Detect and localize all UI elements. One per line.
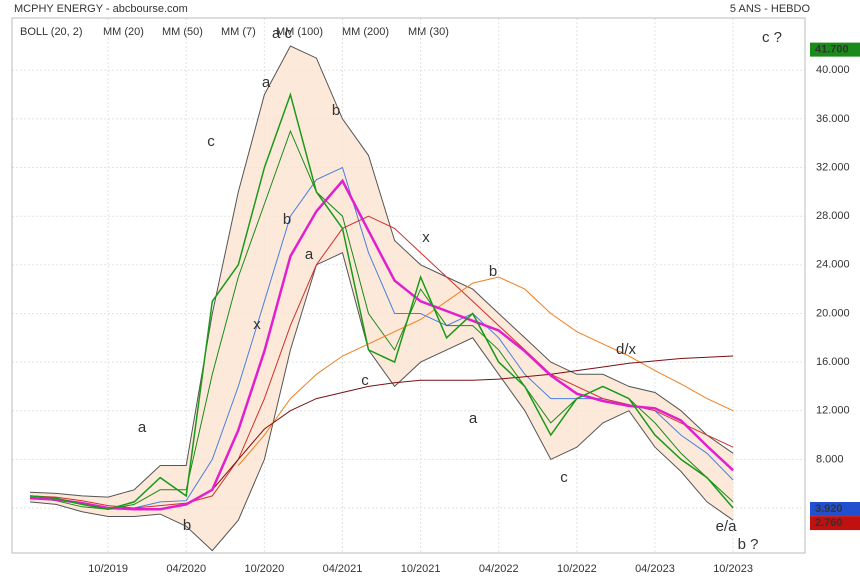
y-tick-label: 20.000 bbox=[816, 307, 850, 319]
x-tick-label: 10/2022 bbox=[557, 563, 597, 575]
y-tick-label: 36.000 bbox=[816, 113, 850, 125]
wave-label: a c bbox=[272, 25, 293, 42]
x-tick-label: 04/2022 bbox=[479, 563, 519, 575]
y-tick-label: 12.000 bbox=[816, 405, 850, 417]
axes: 4.0008.00012.00016.00020.00024.00028.000… bbox=[88, 25, 860, 575]
y-tick-label: 24.000 bbox=[816, 259, 850, 271]
x-tick-label: 04/2023 bbox=[635, 563, 675, 575]
wave-label: x bbox=[422, 229, 430, 246]
price-label-box bbox=[810, 42, 860, 57]
x-tick-label: 10/2021 bbox=[401, 563, 441, 575]
legend-entry: MM (30) bbox=[408, 26, 449, 38]
y-tick-label: 32.000 bbox=[816, 161, 850, 173]
plot bbox=[29, 45, 734, 552]
y-tick-label: 8.000 bbox=[816, 453, 844, 465]
legend-entry: MM (100) bbox=[276, 26, 323, 38]
wave-label: a bbox=[305, 246, 314, 263]
chart-title: MCPHY ENERGY - abcbourse.com bbox=[14, 3, 188, 15]
plot-frame bbox=[11, 17, 806, 554]
bollinger-lower bbox=[29, 251, 734, 552]
legend: BOLL (20, 2) MM (20) MM (50) MM (7) MM (100)… bbox=[20, 26, 449, 38]
legend-entry: MM (200) bbox=[342, 26, 389, 38]
legend-entry: MM (50) bbox=[162, 26, 203, 38]
bollinger-band bbox=[30, 45, 734, 551]
legend-entry: MM (20) bbox=[103, 26, 144, 38]
bollinger-upper bbox=[29, 45, 734, 498]
price-line bbox=[29, 92, 734, 510]
wave-label: b bbox=[332, 102, 340, 119]
wave-label: b bbox=[489, 263, 497, 280]
price-label: 41.700 bbox=[815, 44, 849, 56]
x-tick-label: 04/2020 bbox=[166, 563, 206, 575]
moving-average bbox=[237, 276, 734, 466]
wave-label: b bbox=[183, 517, 191, 534]
wave-label: a bbox=[138, 419, 147, 436]
wave-label: x bbox=[253, 316, 261, 333]
wave-label: e/a bbox=[716, 518, 738, 535]
y-tick-label: 16.000 bbox=[816, 356, 850, 368]
chart-subtitle: 5 ANS - HEBDO bbox=[730, 3, 811, 15]
x-tick-label: 10/2023 bbox=[713, 563, 753, 575]
wave-label: c bbox=[560, 469, 568, 486]
wave-label: b ? bbox=[738, 536, 759, 553]
wave-label: a bbox=[469, 410, 478, 427]
wave-label: c bbox=[361, 372, 369, 389]
legend-entry: MM (7) bbox=[221, 26, 256, 38]
wave-label: c bbox=[207, 133, 215, 150]
price-label-box bbox=[810, 516, 860, 531]
wave-label: d/x bbox=[616, 341, 637, 358]
price-label: 2.760 bbox=[815, 517, 843, 529]
moving-average bbox=[185, 355, 734, 505]
price-label: 3.920 bbox=[815, 503, 843, 515]
x-tick-label: 04/2021 bbox=[323, 563, 363, 575]
legend-entry: BOLL (20, 2) bbox=[20, 26, 83, 38]
x-tick-label: 10/2019 bbox=[88, 563, 128, 575]
price-label-box bbox=[810, 501, 860, 516]
moving-average bbox=[29, 215, 734, 509]
y-tick-label: 28.000 bbox=[816, 210, 850, 222]
x-tick-label: 10/2020 bbox=[244, 563, 284, 575]
wave-label: a bbox=[262, 74, 271, 91]
moving-average bbox=[29, 178, 734, 511]
wave-label: c ? bbox=[762, 29, 782, 46]
y-tick-label: 40.000 bbox=[816, 64, 850, 76]
wave-label: b bbox=[283, 211, 291, 228]
